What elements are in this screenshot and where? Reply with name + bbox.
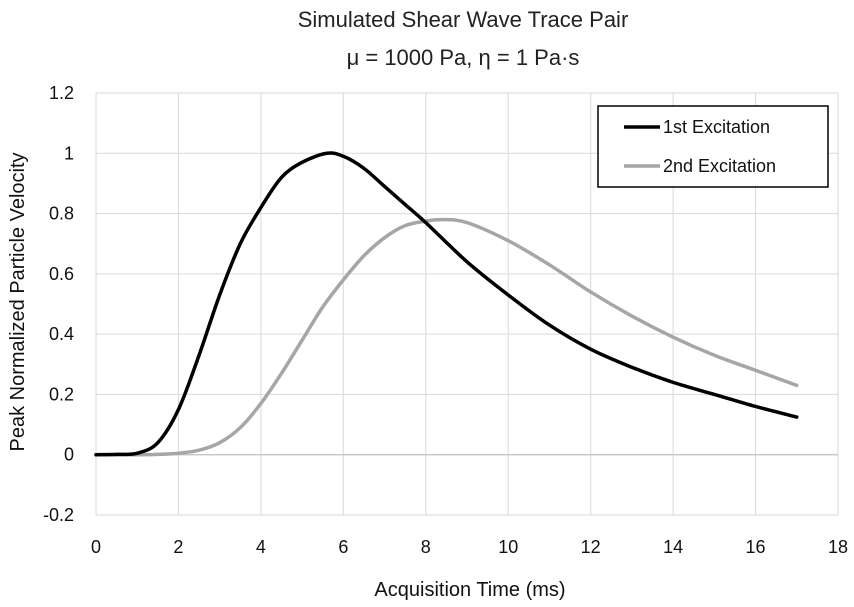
y-tick-label: 1.2 bbox=[49, 83, 74, 103]
x-tick-label: 18 bbox=[828, 537, 848, 557]
axes-layer bbox=[95, 93, 838, 515]
y-axis-title: Peak Normalized Particle Velocity bbox=[7, 152, 29, 451]
y-tick-label: 1 bbox=[64, 143, 74, 163]
y-tick-label: 0 bbox=[64, 445, 74, 465]
grid-layer bbox=[96, 92, 839, 516]
x-tick-label: 14 bbox=[663, 537, 683, 557]
x-tick-label: 0 bbox=[91, 537, 101, 557]
x-tick-label: 8 bbox=[421, 537, 431, 557]
y-tick-label: 0.4 bbox=[49, 324, 74, 344]
y-tick-label: 0.2 bbox=[49, 384, 74, 404]
x-tick-label: 12 bbox=[581, 537, 601, 557]
legend-label-1st-excitation: 1st Excitation bbox=[663, 117, 770, 137]
chart-title: Simulated Shear Wave Trace Pair bbox=[298, 7, 629, 32]
x-tick-label: 6 bbox=[338, 537, 348, 557]
legend: 1st Excitation 2nd Excitation bbox=[597, 105, 829, 188]
series-line-2nd-excitation bbox=[94, 217, 799, 457]
series-line-1st-excitation bbox=[94, 151, 799, 457]
y-tick-label: 0.6 bbox=[49, 264, 74, 284]
y-tick-label: -0.2 bbox=[43, 505, 74, 525]
series-layer bbox=[94, 151, 799, 457]
y-tick-label: 0.8 bbox=[49, 204, 74, 224]
x-tick-label: 10 bbox=[498, 537, 518, 557]
ticks-layer: 0 2 4 6 8 10 12 14 16 18 -0.2 0 0.2 0.4 0.6 0.8 1 1.2 bbox=[43, 83, 848, 557]
legend-label-2nd-excitation: 2nd Excitation bbox=[663, 156, 776, 176]
x-tick-label: 2 bbox=[173, 537, 183, 557]
x-tick-label: 4 bbox=[256, 537, 266, 557]
x-axis-title: Acquisition Time (ms) bbox=[374, 579, 565, 601]
chart-subtitle: μ = 1000 Pa, η = 1 Pa·s bbox=[347, 45, 580, 70]
legend-box bbox=[597, 105, 829, 188]
x-tick-label: 16 bbox=[746, 537, 766, 557]
